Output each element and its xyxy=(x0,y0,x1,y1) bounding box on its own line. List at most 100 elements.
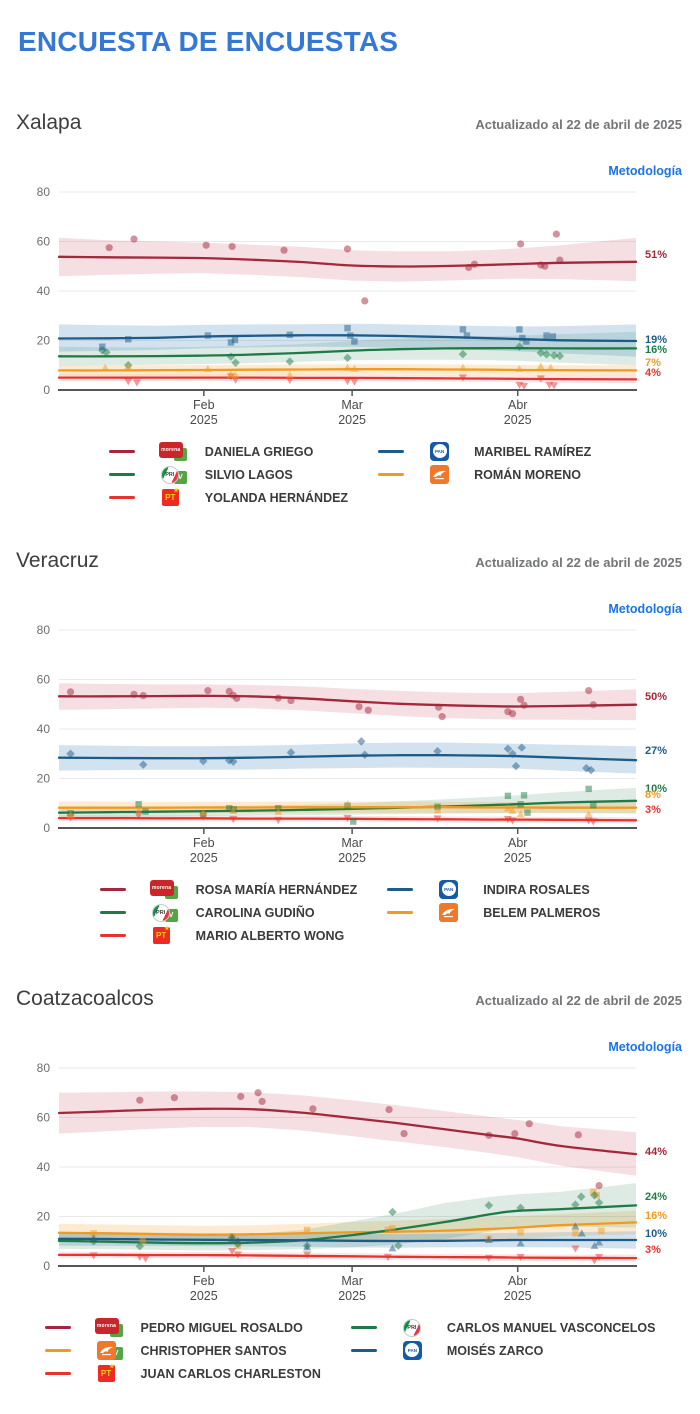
legend-row-maribel-ramirez: PAN MARIBEL RAMÍREZ xyxy=(378,441,592,462)
data-point xyxy=(361,297,369,305)
morena-party-icon: morena xyxy=(149,879,174,896)
data-point xyxy=(274,694,282,702)
x-tick-label: Mar 2025 xyxy=(338,1274,366,1303)
data-point xyxy=(508,806,517,814)
data-point xyxy=(516,809,525,818)
candidate-name: MARIBEL RAMÍREZ xyxy=(474,444,592,459)
data-point xyxy=(170,1093,178,1101)
data-point xyxy=(124,362,133,370)
data-point xyxy=(470,260,479,268)
data-point xyxy=(350,364,359,372)
percent-label-maribel-ramirez: 19% xyxy=(645,334,667,346)
data-point xyxy=(136,1096,144,1104)
methodology-link[interactable]: Metodología xyxy=(608,1039,682,1054)
data-point xyxy=(595,1237,604,1245)
sections: Xalapa Actualizado al 22 de abril de 2025… xyxy=(14,94,686,1384)
data-point xyxy=(228,1247,237,1255)
data-point xyxy=(517,695,525,703)
data-point xyxy=(484,1200,494,1210)
data-point xyxy=(598,1227,605,1234)
y-axis-label: 0 xyxy=(43,821,50,835)
pt-party-icon: PT ★ xyxy=(97,1364,115,1382)
data-point xyxy=(520,791,528,799)
party-icon-stack: PT ★ xyxy=(95,1364,129,1384)
legend-line-swatch xyxy=(44,1372,71,1376)
party-icon-stack: PAN xyxy=(428,441,462,462)
candidate-name: CHRISTOPHER SANTOS xyxy=(140,1343,287,1358)
percent-label-daniela-griego: 51% xyxy=(645,249,667,261)
data-point xyxy=(485,1131,493,1139)
y-axis-label: 60 xyxy=(37,234,51,248)
data-point xyxy=(101,363,110,371)
section-header: Veracruz Actualizado al 22 de abril de 20… xyxy=(14,532,686,591)
candidate-name: INDIRA ROSALES xyxy=(483,882,590,897)
data-point xyxy=(102,347,111,357)
updated-label: Actualizado al 22 de abril de 2025 xyxy=(475,993,682,1009)
party-icon-stack: PRI xyxy=(401,1318,435,1338)
legend-row-belem-palmeros: BELEM PALMEROS xyxy=(387,902,600,923)
percent-label-silvio-lagos: 16% xyxy=(645,344,667,356)
data-point xyxy=(226,370,235,378)
data-point xyxy=(458,374,467,382)
data-point xyxy=(231,336,239,344)
section-veracruz: Veracruz Actualizado al 22 de abril de 20… xyxy=(14,532,686,946)
percent-label-carolina-gudino: 10% xyxy=(645,783,667,795)
candidate-name: CARLOS MANUEL VASCONCELOS xyxy=(446,1320,656,1335)
data-point xyxy=(89,1233,98,1242)
data-point xyxy=(536,348,546,357)
confidence-band xyxy=(59,1182,636,1250)
methodology-link[interactable]: Metodología xyxy=(608,601,682,616)
legend-line-swatch xyxy=(44,1326,71,1330)
trend-line-rosa-maria-hernandez xyxy=(57,694,638,708)
percent-label-roman-moreno: 7% xyxy=(645,357,661,369)
legend-line-swatch xyxy=(44,1349,71,1353)
data-point xyxy=(465,263,473,271)
x-tick-label: Abr 2025 xyxy=(504,836,532,865)
trend-line-daniela-griego xyxy=(57,255,638,268)
data-point xyxy=(280,246,288,254)
data-point xyxy=(344,324,351,332)
party-icon-stack: V xyxy=(95,1340,129,1361)
pan-party-icon: PAN xyxy=(439,879,459,899)
data-point xyxy=(343,814,352,822)
mc-party-icon xyxy=(439,902,459,922)
legend-row-roman-moreno: ROMÁN MORENO xyxy=(378,464,591,485)
data-point xyxy=(343,377,352,385)
legend-column-right: PAN INDIRA ROSALES BELEM PALMEROS xyxy=(387,879,600,923)
data-point xyxy=(343,799,352,808)
legend-column-left: morenaV PEDRO MIGUEL ROSALDO V CHRISTOPHER … xyxy=(44,1317,321,1384)
candidate-name: YOLANDA HERNÁNDEZ xyxy=(204,490,349,505)
legend-row-pedro-miguel-rosaldo: morenaV PEDRO MIGUEL ROSALDO xyxy=(44,1317,321,1338)
page-title: ENCUESTA DE ENCUESTAS xyxy=(18,26,399,57)
data-point xyxy=(139,691,147,699)
data-point xyxy=(400,1129,408,1137)
legend-row-mario-alberto-wong: PT ★ MARIO ALBERTO WONG xyxy=(99,926,358,946)
x-tick-label: Feb 2025 xyxy=(190,1274,218,1303)
confidence-band xyxy=(59,331,636,366)
y-axis-label: 0 xyxy=(43,1259,50,1273)
data-point xyxy=(520,701,528,709)
methodology-link[interactable]: Metodología xyxy=(608,163,682,178)
data-point xyxy=(543,332,550,339)
data-point xyxy=(138,760,148,769)
data-point xyxy=(556,256,564,264)
data-point xyxy=(517,800,524,808)
data-point xyxy=(233,1250,242,1259)
data-point xyxy=(546,363,555,371)
percent-label-christopher-santos: 16% xyxy=(645,1210,667,1222)
confidence-band xyxy=(59,1091,636,1176)
candidate-name: ROSA MARÍA HERNÁNDEZ xyxy=(195,882,358,897)
candidate-name: DANIELA GRIEGO xyxy=(204,444,314,459)
chart-coatzacoalcos: 0 20 40 60 80 Feb 2025 Mar 2025 Abr 2025 44% 16% 3% 24… xyxy=(37,1061,668,1303)
data-point xyxy=(394,1240,403,1250)
trend-line-indira-rosales xyxy=(57,753,638,762)
mc-party-icon xyxy=(430,464,450,484)
party-icon-stack xyxy=(437,902,471,923)
chart-xalapa: 0 20 40 60 80 Feb 2025 Mar 2025 Abr 2025 51% 16% 4% 19… xyxy=(37,185,668,427)
data-point xyxy=(237,1092,245,1100)
data-point xyxy=(435,703,443,711)
data-point xyxy=(504,792,512,799)
data-point xyxy=(595,1181,603,1189)
pt-party-icon: PT ★ xyxy=(161,488,179,506)
legend-row-daniela-griego: morenaV DANIELA GRIEGO xyxy=(108,441,348,462)
